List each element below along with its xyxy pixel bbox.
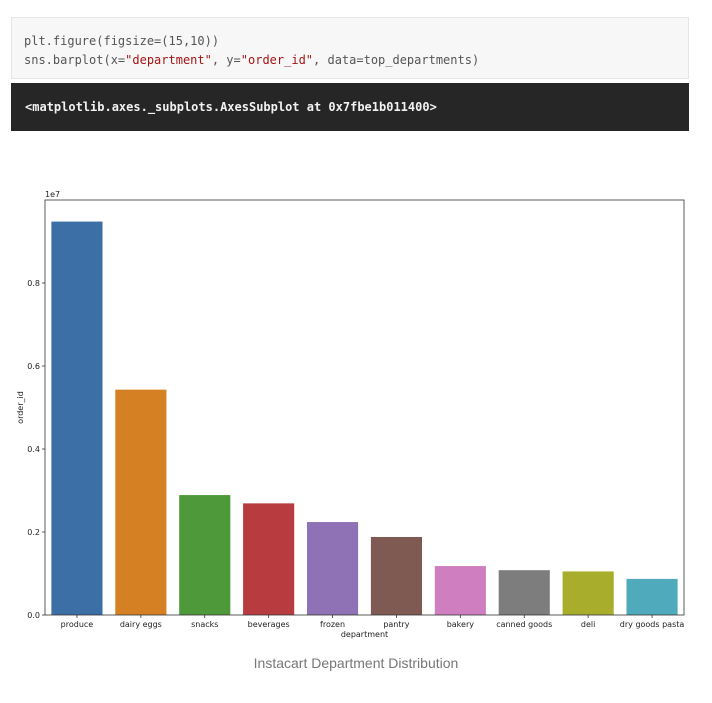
y-tick-label: 0.0 (27, 611, 40, 620)
code-string-department: "department" (125, 53, 212, 67)
y-tick-label: 0.4 (27, 445, 40, 454)
bar-snacks (179, 495, 231, 615)
code-line-1-text: plt.figure(figsize=(15,10)) (24, 34, 220, 48)
output-text: <matplotlib.axes._subplots.AxesSubplot a… (25, 100, 437, 114)
code-cell[interactable]: plt.figure(figsize=(15,10)) sns.barplot(… (11, 17, 689, 79)
y-offset-label: 1e7 (45, 190, 60, 199)
code-line-1: plt.figure(figsize=(15,10)) (24, 32, 676, 51)
code-line-2-post: , data=top_departments) (313, 53, 480, 67)
bar-dry-goods-pasta (626, 578, 678, 615)
bar-frozen (306, 522, 359, 615)
x-tick-label: beverages (248, 620, 290, 629)
bar-dairy-eggs (115, 389, 167, 615)
bar-canned-goods (498, 570, 550, 615)
bar-deli (562, 571, 614, 615)
x-tick-label: produce (61, 620, 94, 629)
code-line-2-pre: sns.barplot(x= (24, 53, 126, 67)
axes-frame (44, 199, 685, 616)
code-string-order-id: "order_id" (240, 53, 314, 67)
x-tick-label: pantry (383, 620, 409, 629)
x-tick-label: bakery (447, 620, 475, 629)
output-cell: <matplotlib.axes._subplots.AxesSubplot a… (11, 83, 689, 131)
x-tick-label: canned goods (496, 620, 552, 629)
y-tick-label: 0.8 (27, 279, 40, 288)
bar-chart: 0.0 0.2 0.4 0.6 0.8 1e7 produce dairy eggs snack… (16, 190, 685, 639)
code-line-2: sns.barplot(x="department", y="order_id"… (24, 51, 676, 70)
figure-caption: Instacart Department Distribution (253, 655, 459, 671)
x-axis-label: department (341, 630, 388, 639)
y-tick-label: 0.6 (27, 362, 40, 371)
x-tick-label: dairy eggs (120, 620, 162, 629)
y-tick-label: 0.2 (27, 528, 40, 537)
x-tick-label: snacks (191, 620, 218, 629)
code-line-2-mid: , y= (211, 53, 241, 67)
x-tick-label: frozen (320, 620, 345, 629)
x-tick-label: deli (581, 620, 595, 629)
bar-produce (51, 221, 103, 615)
y-axis-label: order_id (16, 391, 25, 424)
bar-pantry (370, 536, 423, 615)
bar-bakery (434, 566, 486, 615)
x-tick-label: dry goods pasta (620, 620, 685, 629)
bar-beverages (243, 503, 295, 615)
plot-area: 0.0 0.2 0.4 0.6 0.8 1e7 produce dairy eggs snack… (16, 190, 685, 639)
